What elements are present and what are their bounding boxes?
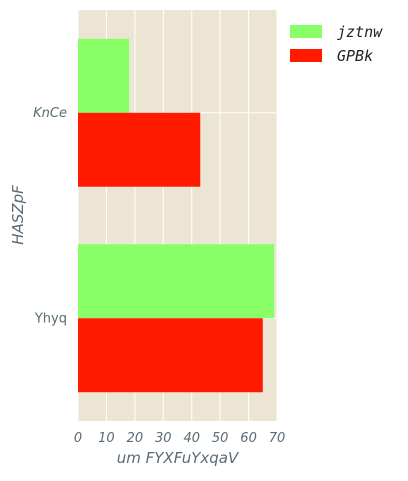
y-tick-labels: KnCe Yhyq [33, 106, 67, 327]
bars [78, 38, 275, 393]
legend: jztnw GPBk [290, 23, 383, 65]
x-tick-label: 70 [269, 431, 286, 446]
x-tick-label: 40 [183, 431, 200, 446]
x-tick-label: 50 [212, 431, 229, 446]
x-tick-label: 20 [127, 431, 144, 446]
x-tick-label: 60 [240, 431, 257, 446]
y-axis-label: HASZpF [9, 185, 27, 245]
legend-swatch [290, 25, 322, 38]
legend-label: jztnw [337, 23, 383, 41]
x-tick-label: 30 [155, 431, 172, 446]
legend-swatch [290, 49, 322, 62]
x-tick-label: 10 [98, 431, 115, 446]
x-axis-label: um FYXFuYxqaV [117, 449, 240, 467]
x-tick-label: 0 [74, 431, 82, 446]
legend-label: GPBk [337, 47, 373, 65]
y-tick-label: Yhyq [34, 311, 67, 326]
bar [78, 318, 263, 393]
y-tick-label: KnCe [33, 106, 67, 121]
bar [78, 244, 275, 319]
bar [78, 112, 201, 187]
bar [78, 38, 130, 113]
x-tick-labels: 0 10 20 30 40 50 60 70 [74, 431, 285, 446]
